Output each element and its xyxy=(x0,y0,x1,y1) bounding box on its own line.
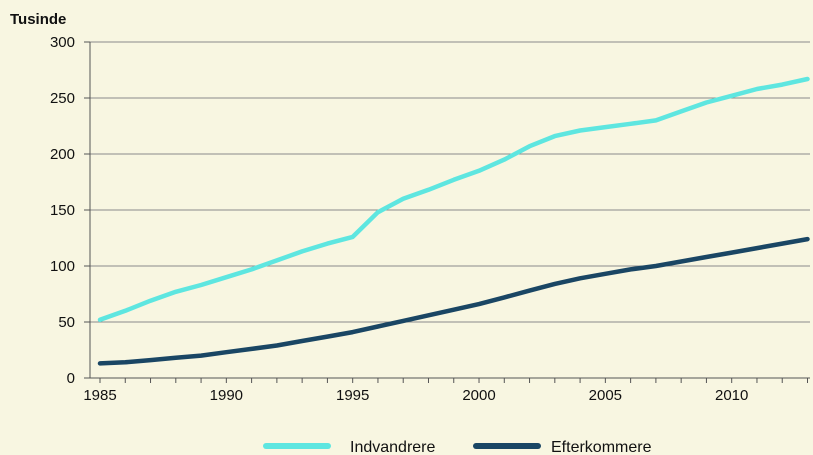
y-tick-label: 150 xyxy=(50,202,75,219)
x-axis-ticks: 1985 1990 1995 2000 2005 2010 xyxy=(83,378,808,404)
y-tick-label: 0 xyxy=(67,370,75,387)
y-unit-label: Tusinde xyxy=(10,11,66,28)
y-tick-label: 250 xyxy=(50,90,75,107)
series-line-indvandrere xyxy=(97,76,810,323)
legend-label-efterkommere: Efterkommere xyxy=(551,439,652,455)
x-tick-label: 2000 xyxy=(462,387,495,404)
x-tick-label: 1990 xyxy=(210,387,243,404)
y-tick-label: 50 xyxy=(58,314,75,331)
x-tick-label: 2010 xyxy=(715,387,748,404)
y-tick-label: 100 xyxy=(50,258,75,275)
legend: Indvandrere Efterkommere xyxy=(263,439,652,455)
legend-label-indvandrere: Indvandrere xyxy=(350,439,435,455)
x-tick-label: 1985 xyxy=(83,387,116,404)
gridlines xyxy=(90,41,810,323)
series-line-efterkommere xyxy=(97,236,810,366)
y-axis-ticks: 0 50 100 150 200 250 300 xyxy=(50,34,90,387)
series-lines xyxy=(97,76,810,366)
y-tick-label: 200 xyxy=(50,146,75,163)
x-tick-label: 1995 xyxy=(336,387,369,404)
x-tick-label: 2005 xyxy=(589,387,622,404)
y-tick-label: 300 xyxy=(50,34,75,51)
